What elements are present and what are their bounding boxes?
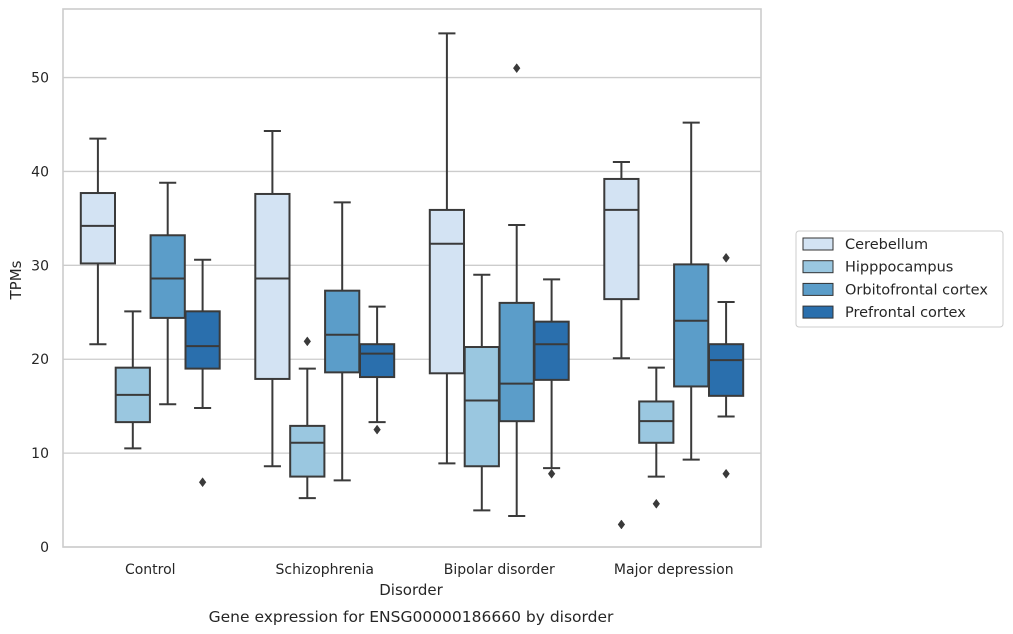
box <box>638 366 675 509</box>
outlier-point <box>373 424 381 435</box>
x-tick-label: Major depression <box>614 562 734 578</box>
series-cerebellum <box>79 32 640 530</box>
outlier-point <box>722 252 730 263</box>
box <box>114 310 151 450</box>
legend: Cerebellum Hipppocampus Orbitofrontal cort… <box>795 230 1004 328</box>
box <box>184 258 221 488</box>
box-body <box>498 301 535 423</box>
box-body <box>254 192 291 380</box>
legend-swatch <box>802 260 834 274</box>
outlier-point <box>198 477 207 488</box>
box-body <box>184 310 221 370</box>
box <box>533 278 570 479</box>
legend-entry-label: Prefrontal cortex <box>845 305 966 321</box>
outlier-point <box>547 468 556 479</box>
legend-entry-label: Hipppocampus <box>845 260 953 276</box>
plot-frame <box>62 8 762 548</box>
box-series <box>79 32 745 530</box>
series-orbitofrontal-cortex <box>149 63 710 518</box>
outlier-point <box>617 519 626 530</box>
box <box>149 181 186 406</box>
x-axis-label: Disorder <box>379 581 443 599</box>
outlier-point <box>722 468 730 479</box>
box <box>707 252 745 479</box>
y-tick-label: 50 <box>31 71 49 87</box>
box <box>79 137 117 346</box>
legend-swatch <box>802 282 834 296</box>
box-body <box>707 343 745 397</box>
box-body <box>428 208 466 375</box>
series-hipppocampus <box>114 273 675 512</box>
x-tick-label: Bipolar disorder <box>444 562 555 578</box>
box-body <box>324 289 361 374</box>
box-body <box>603 177 640 301</box>
series-prefrontal-cortex <box>184 252 745 488</box>
box <box>289 336 326 500</box>
chart-caption: Gene expression for ENSG00000186660 by d… <box>209 608 614 626</box>
box <box>428 32 466 465</box>
outlier-point <box>652 498 660 509</box>
y-tick-label: 20 <box>31 352 49 368</box>
box-body <box>358 343 396 379</box>
outlier-point <box>513 63 521 74</box>
y-tick-label: 0 <box>40 540 49 556</box>
y-axis-label: TPMs <box>7 260 25 300</box>
y-tick-label: 40 <box>31 164 49 180</box>
box <box>463 273 500 512</box>
box <box>254 130 291 468</box>
box <box>673 121 710 461</box>
box-body <box>533 320 570 381</box>
box <box>358 305 396 435</box>
legend-frame <box>795 230 1004 328</box>
y-tick-label: 10 <box>31 446 49 462</box>
legend-entry-label: Cerebellum <box>845 237 928 253</box>
outlier-point <box>303 336 311 347</box>
x-tick-labels: Control Schizophrenia Bipolar disorder Majo… <box>125 562 734 578</box>
box <box>324 201 361 482</box>
y-tick-label: 30 <box>31 258 49 274</box>
x-tick-label: Control <box>125 562 176 578</box>
box <box>498 63 535 518</box>
y-tick-labels: 0 10 20 30 40 50 <box>31 71 49 556</box>
box-body <box>149 234 186 319</box>
box-body <box>79 192 117 265</box>
box-body <box>289 424 326 478</box>
box-body <box>463 346 500 468</box>
box-body <box>673 263 710 388</box>
legend-entry-label: Orbitofrontal cortex <box>845 282 988 298</box>
legend-swatch <box>802 237 834 251</box>
legend-swatch <box>802 305 834 319</box>
box <box>603 161 640 530</box>
x-tick-label: Schizophrenia <box>276 562 374 578</box>
